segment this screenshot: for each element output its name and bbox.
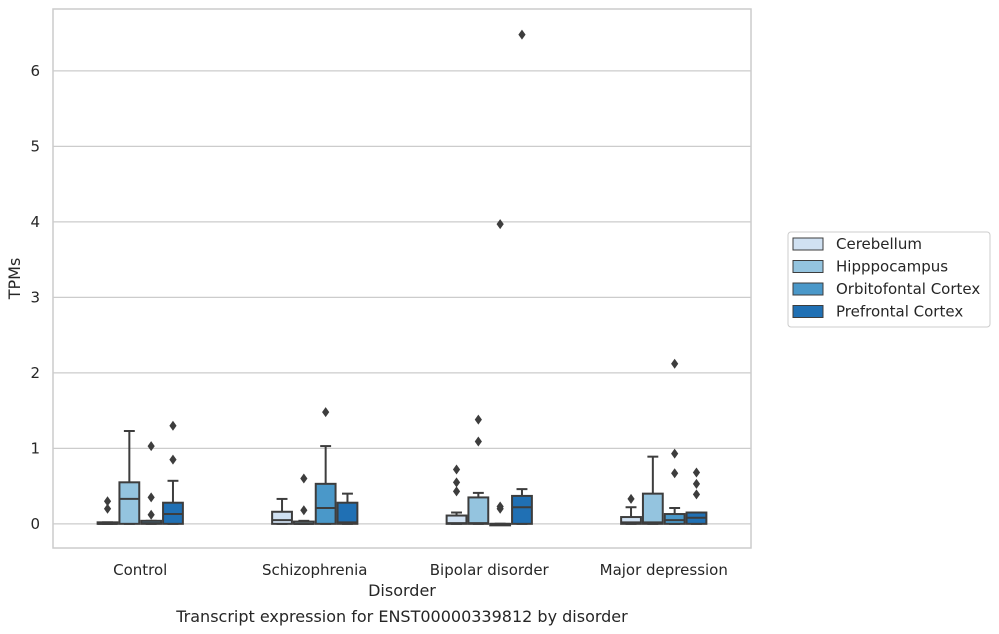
legend-label: Orbitofontal Cortex bbox=[836, 280, 980, 298]
box-prefrontal-cortex bbox=[685, 467, 708, 525]
box-body bbox=[663, 513, 686, 525]
box-cerebellum bbox=[96, 496, 119, 525]
legend-frame bbox=[787, 231, 991, 328]
x-tick-label: Major depression bbox=[600, 561, 728, 579]
x-ticks: Control Schizophrenia Bipolar disorder Majo… bbox=[113, 561, 728, 579]
y-axis-label: TPMs bbox=[5, 258, 24, 301]
legend-label: Hipppocampus bbox=[836, 258, 948, 276]
y-tick-label: 5 bbox=[30, 137, 40, 155]
outlier-point bbox=[169, 454, 177, 465]
y-tick-label: 4 bbox=[30, 213, 40, 231]
box-body bbox=[641, 492, 664, 525]
legend-swatch bbox=[792, 305, 824, 318]
chart-title: Transcript expression for ENST0000033981… bbox=[175, 607, 628, 626]
outlier-point bbox=[322, 407, 330, 418]
box-orbitofontal-cortex bbox=[489, 219, 512, 527]
outlier-point bbox=[474, 436, 482, 447]
box-body bbox=[336, 501, 359, 525]
outlier-point bbox=[452, 464, 461, 475]
outlier-point bbox=[692, 478, 701, 489]
outlier-point bbox=[147, 509, 155, 520]
box-hipppocampus bbox=[467, 414, 490, 525]
box-cerebellum bbox=[620, 493, 642, 525]
x-tick-label: Bipolar disorder bbox=[430, 561, 550, 579]
box-cerebellum bbox=[445, 464, 468, 525]
x-axis-label: Disorder bbox=[368, 581, 436, 600]
y-tick-label: 6 bbox=[30, 62, 40, 80]
legend-swatch bbox=[792, 260, 824, 273]
x-tick-label: Control bbox=[113, 561, 167, 579]
boxes bbox=[96, 29, 708, 527]
outlier-point bbox=[147, 441, 155, 452]
outlier-point bbox=[452, 477, 461, 488]
box-prefrontal-cortex bbox=[511, 29, 533, 525]
outlier-point bbox=[671, 468, 679, 479]
box-cerebellum bbox=[271, 497, 293, 525]
outlier-point bbox=[671, 358, 679, 369]
y-tick-label: 3 bbox=[30, 288, 40, 306]
outlier-point bbox=[103, 496, 112, 507]
box-orbitofontal-cortex bbox=[140, 441, 163, 525]
box-hipppocampus bbox=[118, 429, 141, 525]
outlier-point bbox=[496, 503, 504, 514]
plot-frame bbox=[52, 8, 752, 549]
outlier-point bbox=[671, 448, 679, 459]
outlier-point bbox=[518, 29, 526, 40]
legend-label: Prefrontal Cortex bbox=[836, 303, 963, 321]
box-body bbox=[118, 481, 141, 525]
outlier-point bbox=[103, 503, 112, 514]
outlier-point bbox=[300, 505, 308, 516]
legend-label: Cerebellum bbox=[836, 235, 922, 253]
box-prefrontal-cortex bbox=[162, 420, 184, 525]
outlier-point bbox=[627, 493, 635, 504]
box-body bbox=[314, 482, 337, 525]
legend-swatch bbox=[792, 282, 824, 296]
outlier-point bbox=[169, 420, 177, 431]
outlier-point bbox=[692, 489, 701, 500]
box-body bbox=[467, 496, 490, 525]
box-body bbox=[620, 516, 642, 525]
outlier-point bbox=[147, 492, 155, 503]
y-tick-label: 2 bbox=[30, 364, 40, 382]
outlier-point bbox=[452, 486, 461, 497]
box-body bbox=[511, 494, 533, 525]
outlier-point bbox=[300, 473, 308, 484]
box-hipppocampus bbox=[641, 455, 664, 525]
outlier-point bbox=[474, 414, 482, 425]
legend-swatch bbox=[792, 237, 824, 251]
box-prefrontal-cortex bbox=[336, 492, 359, 525]
legend: Cerebellum Hipppocampus Orbitofontal Corte… bbox=[787, 231, 991, 328]
y-tick-label: 0 bbox=[30, 515, 40, 533]
box-orbitofontal-cortex bbox=[663, 358, 686, 525]
box-body bbox=[271, 510, 293, 525]
x-tick-label: Schizophrenia bbox=[262, 561, 367, 579]
y-ticks: 0 1 2 3 4 5 6 bbox=[30, 62, 40, 533]
outlier-point bbox=[496, 219, 504, 230]
outlier-point bbox=[692, 467, 701, 478]
box-orbitofontal-cortex bbox=[314, 407, 337, 525]
box-hipppocampus bbox=[292, 473, 315, 525]
y-tick-label: 1 bbox=[30, 439, 40, 457]
